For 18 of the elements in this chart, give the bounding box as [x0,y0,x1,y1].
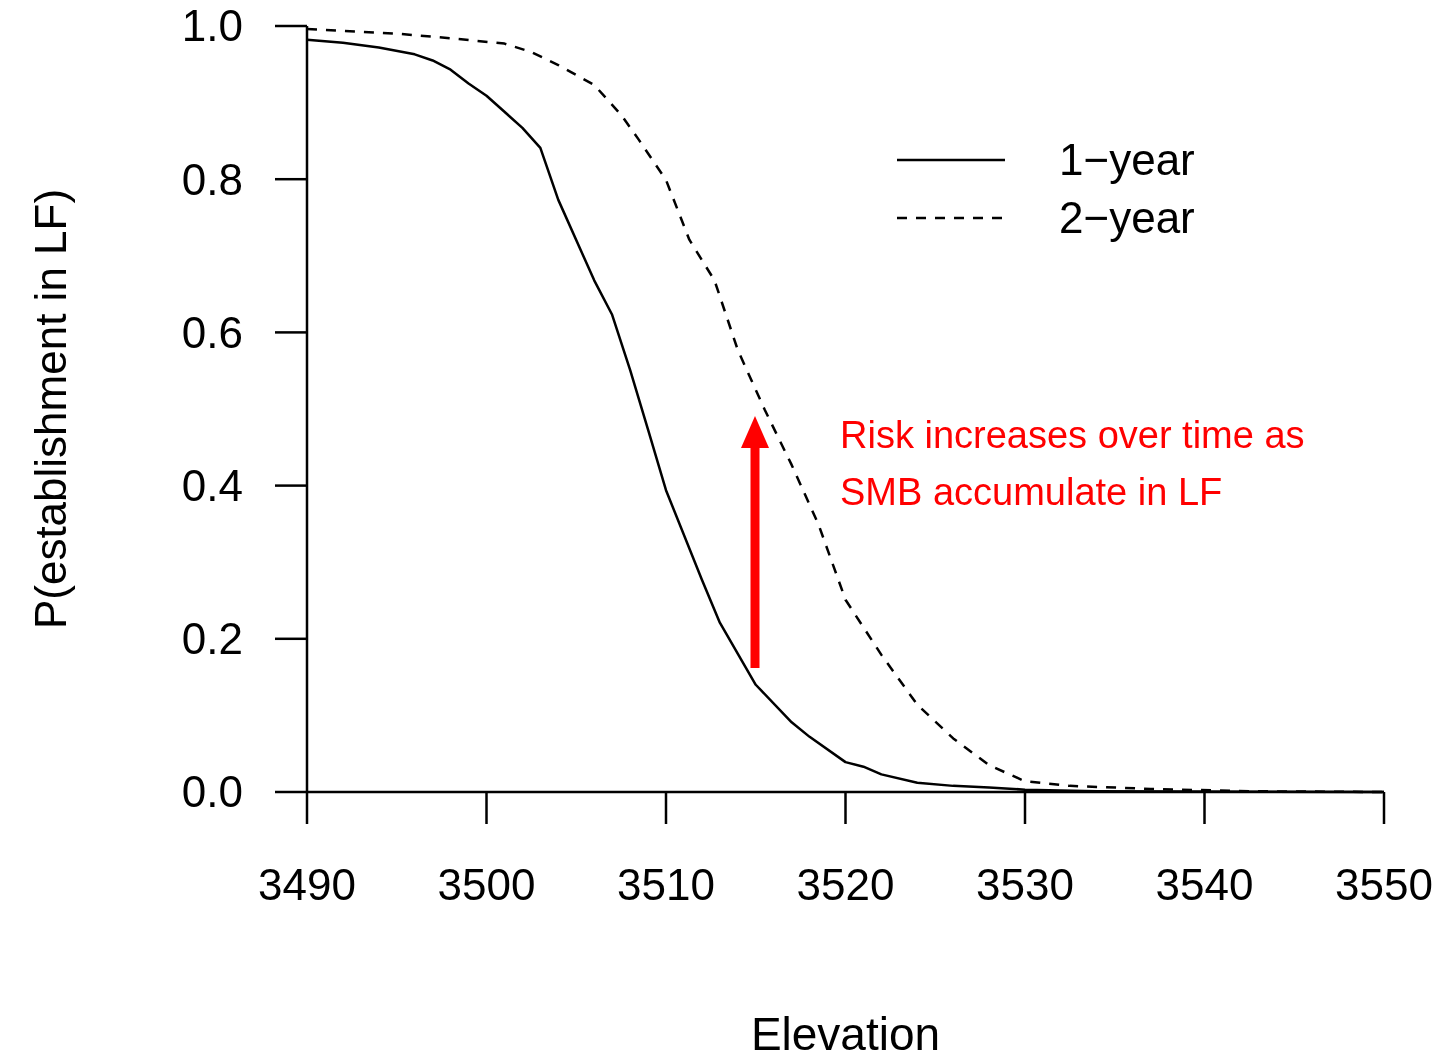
x-tick-label: 3510 [617,860,715,909]
x-tick-label: 3500 [437,860,536,909]
y-tick-label: 0.8 [181,154,243,204]
y-tick-label: 0.6 [181,307,243,357]
legend-label: 2−year [1059,193,1195,243]
y-tick-label: 0.2 [181,614,243,664]
y-tick-label: 1.0 [181,1,243,51]
x-tick-label: 3490 [258,860,356,909]
y-tick-label: 0.4 [181,461,243,510]
x-tick-label: 3550 [1335,860,1433,909]
x-tick-label: 3520 [796,860,895,909]
x-axis-title: Elevation [750,1008,941,1057]
y-tick-label: 0.0 [181,767,243,817]
x-tick-label: 3540 [1155,860,1254,909]
annotation: Risk increases over time as SMB accumulate in LF [840,414,1305,513]
legend-label: 1−year [1059,135,1195,185]
x-tick-label: 3530 [976,860,1074,909]
y-axis-title: P(establishment in LF) [26,188,75,630]
